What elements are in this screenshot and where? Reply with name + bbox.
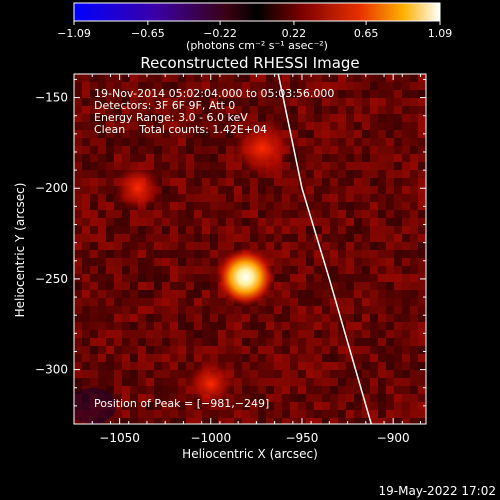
peak-source [215, 247, 276, 308]
x-tick-label: −950 [285, 431, 318, 445]
secondary-source [231, 118, 292, 179]
solar-limb-line [277, 74, 373, 424]
plot-frame [73, 73, 427, 425]
colorbar-unit-label: (photons cm⁻² s⁻¹ asec⁻²) [186, 39, 328, 52]
colorbar-tick-label: 0.65 [354, 27, 379, 40]
annotation-peak-position: Position of Peak = [−981,−249] [94, 397, 269, 410]
secondary-source [187, 360, 234, 408]
colorbar-tick-label: 1.09 [428, 27, 453, 40]
axis-ticks: −1050 −1000 −950 −900 −150 −200 −250 −300 [35, 74, 426, 445]
x-tick-label: −1000 [190, 431, 231, 445]
x-tick-label: −1050 [99, 431, 140, 445]
annotation-detectors: Detectors: 3F 6F 9F, Att 0 [94, 99, 235, 112]
colorbar-tick-label: −0.65 [131, 27, 165, 40]
y-tick-label: −300 [35, 363, 68, 377]
colorbar-tick-label: −1.09 [57, 27, 91, 40]
x-tick-label: −900 [377, 431, 410, 445]
annotation-energy-range: Energy Range: 3.0 - 6.0 keV [94, 111, 248, 124]
colorbar [73, 2, 441, 22]
y-tick-label: −250 [35, 272, 68, 286]
y-axis-label: Heliocentric Y (arcsec) [13, 183, 27, 318]
x-axis-label: Heliocentric X (arcsec) [182, 447, 318, 461]
render-timestamp: 19-May-2022 17:02 [379, 484, 496, 498]
colorbar-tick-label: 0.22 [282, 27, 307, 40]
annotation-total-counts: Clean Total counts: 1.42E+04 [94, 123, 267, 136]
colorbar-tick-label: −0.22 [203, 27, 237, 40]
secondary-source [113, 164, 162, 213]
y-tick-label: −200 [35, 181, 68, 195]
colorbar-ticks: −1.09 −0.65 −0.22 0.22 0.65 1.09 [57, 21, 452, 40]
annotation-time-range: 19-Nov-2014 05:02:04.000 to 05:03:56.000 [94, 87, 334, 100]
chart-title: Reconstructed RHESSI Image [140, 54, 359, 72]
emission-sources [113, 118, 292, 408]
y-tick-label: −150 [35, 91, 68, 105]
